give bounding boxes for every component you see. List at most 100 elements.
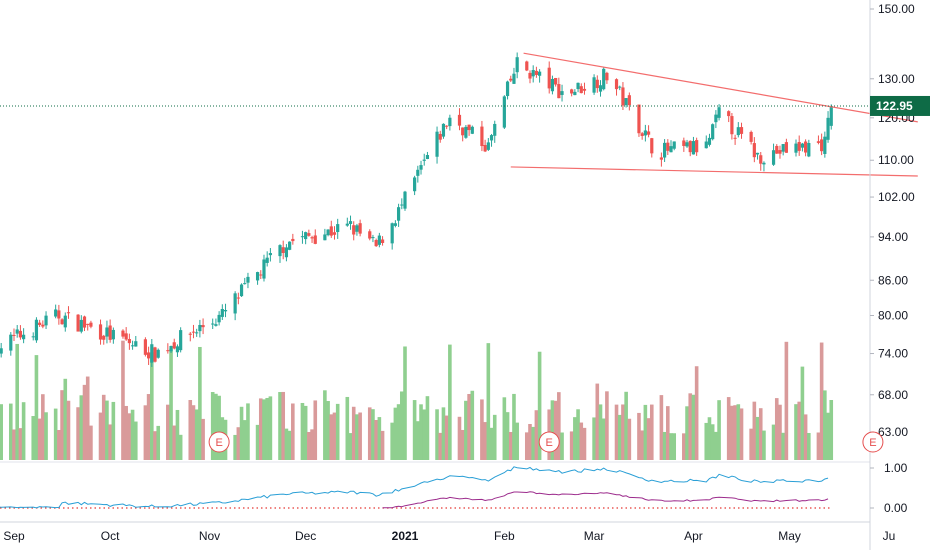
earnings-marker[interactable]: E — [862, 431, 884, 453]
candle-body — [102, 335, 106, 340]
trendlines[interactable] — [510, 52, 918, 177]
volume-bar — [492, 414, 497, 460]
volume-bar — [156, 425, 161, 460]
candle-body — [730, 116, 734, 135]
earnings-letter: E — [215, 437, 222, 449]
volume-bar — [444, 415, 449, 460]
time-tick-label: Feb — [494, 529, 515, 543]
volume-bar — [358, 412, 362, 460]
price-tick-label: 110.00 — [878, 153, 914, 167]
candle-body — [643, 130, 647, 136]
volume-bar — [505, 412, 510, 460]
candle-body — [826, 117, 830, 140]
volume-bar — [367, 407, 372, 460]
candle-body — [214, 324, 218, 326]
volume-bar — [371, 409, 375, 460]
volume-bar — [537, 351, 542, 460]
time-axis[interactable]: Sep Oct Nov Dec 2021 Feb Mar Apr May Ju — [0, 521, 895, 543]
volume-bar — [669, 433, 673, 460]
candle-body — [127, 338, 131, 344]
candle-body — [627, 95, 631, 106]
volume-bar — [438, 432, 443, 460]
volume-bar — [329, 414, 334, 460]
volume-bar — [666, 406, 670, 460]
volume-bar — [422, 409, 427, 460]
candle-body — [66, 312, 71, 314]
candle-body — [483, 145, 487, 152]
volume-bar — [774, 398, 779, 460]
candle-body — [755, 152, 760, 155]
volume-bar — [351, 406, 356, 460]
candle-body — [352, 225, 356, 235]
candle-body — [425, 155, 430, 159]
volume-bar — [771, 424, 776, 460]
volume-bar — [175, 409, 180, 460]
volume-bar — [0, 404, 3, 460]
candle-body — [550, 78, 555, 92]
time-tick-label: Mar — [584, 529, 605, 543]
candle-body — [371, 237, 375, 239]
volume-bar — [480, 399, 484, 460]
earnings-marker[interactable]: E — [538, 431, 560, 453]
candle-body — [650, 138, 654, 154]
volume-bar — [460, 429, 465, 460]
candle-body — [124, 333, 128, 340]
candle-body — [778, 150, 782, 154]
volume-bar — [399, 391, 404, 460]
candle-body — [762, 162, 766, 165]
volume-bar — [598, 404, 603, 460]
volume-bar — [348, 433, 353, 460]
price-tick-label: 102.00 — [878, 190, 915, 204]
time-tick-label: Apr — [684, 529, 703, 543]
volume-bar — [396, 404, 401, 460]
volume-bar — [258, 398, 263, 460]
volume-bar — [829, 400, 834, 460]
candle-body — [400, 204, 404, 206]
candle-body — [538, 71, 542, 76]
volume-bar — [672, 433, 677, 460]
candle-body — [534, 70, 539, 75]
candle-body — [153, 347, 157, 362]
volume-bar — [41, 394, 45, 460]
volume-bar — [416, 421, 420, 460]
candle-body — [547, 67, 551, 89]
trendline-lower[interactable] — [510, 166, 918, 177]
candle-body — [89, 322, 93, 327]
candle-body — [669, 146, 673, 153]
volume-bar — [534, 410, 539, 460]
volume-bar — [614, 404, 619, 460]
candle-body — [807, 143, 811, 157]
candle-body — [60, 319, 64, 325]
price-axis[interactable]: 150.00130.00120.00110.00102.0094.0086.00… — [869, 0, 915, 550]
volume-bar — [403, 346, 407, 460]
candle-body — [800, 143, 805, 148]
candle-body — [505, 81, 510, 97]
volume-bar — [60, 390, 64, 460]
candle-body — [390, 223, 394, 244]
trendline-upper[interactable] — [523, 52, 918, 123]
volume-bar — [714, 431, 718, 460]
volume-bar — [550, 400, 555, 460]
candle-body — [480, 126, 484, 147]
volume-bar — [281, 391, 286, 460]
volume-bar — [76, 407, 80, 460]
price-tick-label: 68.00 — [878, 388, 908, 402]
volume-bar — [576, 409, 580, 460]
volume-bar — [508, 431, 513, 460]
volume-bar — [98, 412, 103, 460]
indicator-line-purple — [382, 491, 829, 509]
volume-bar — [217, 395, 221, 460]
candle-body — [172, 342, 176, 349]
earnings-marker[interactable]: E — [208, 431, 230, 453]
candle-body — [393, 223, 397, 226]
candle-body — [79, 319, 83, 332]
candle-body — [243, 283, 247, 285]
volume-bar — [448, 344, 452, 460]
volume-bar — [797, 401, 802, 460]
volume-bar — [108, 424, 112, 460]
indicator-tick-label: 0.00 — [884, 501, 908, 515]
candle-body — [704, 141, 708, 149]
volume-bar — [53, 408, 58, 460]
